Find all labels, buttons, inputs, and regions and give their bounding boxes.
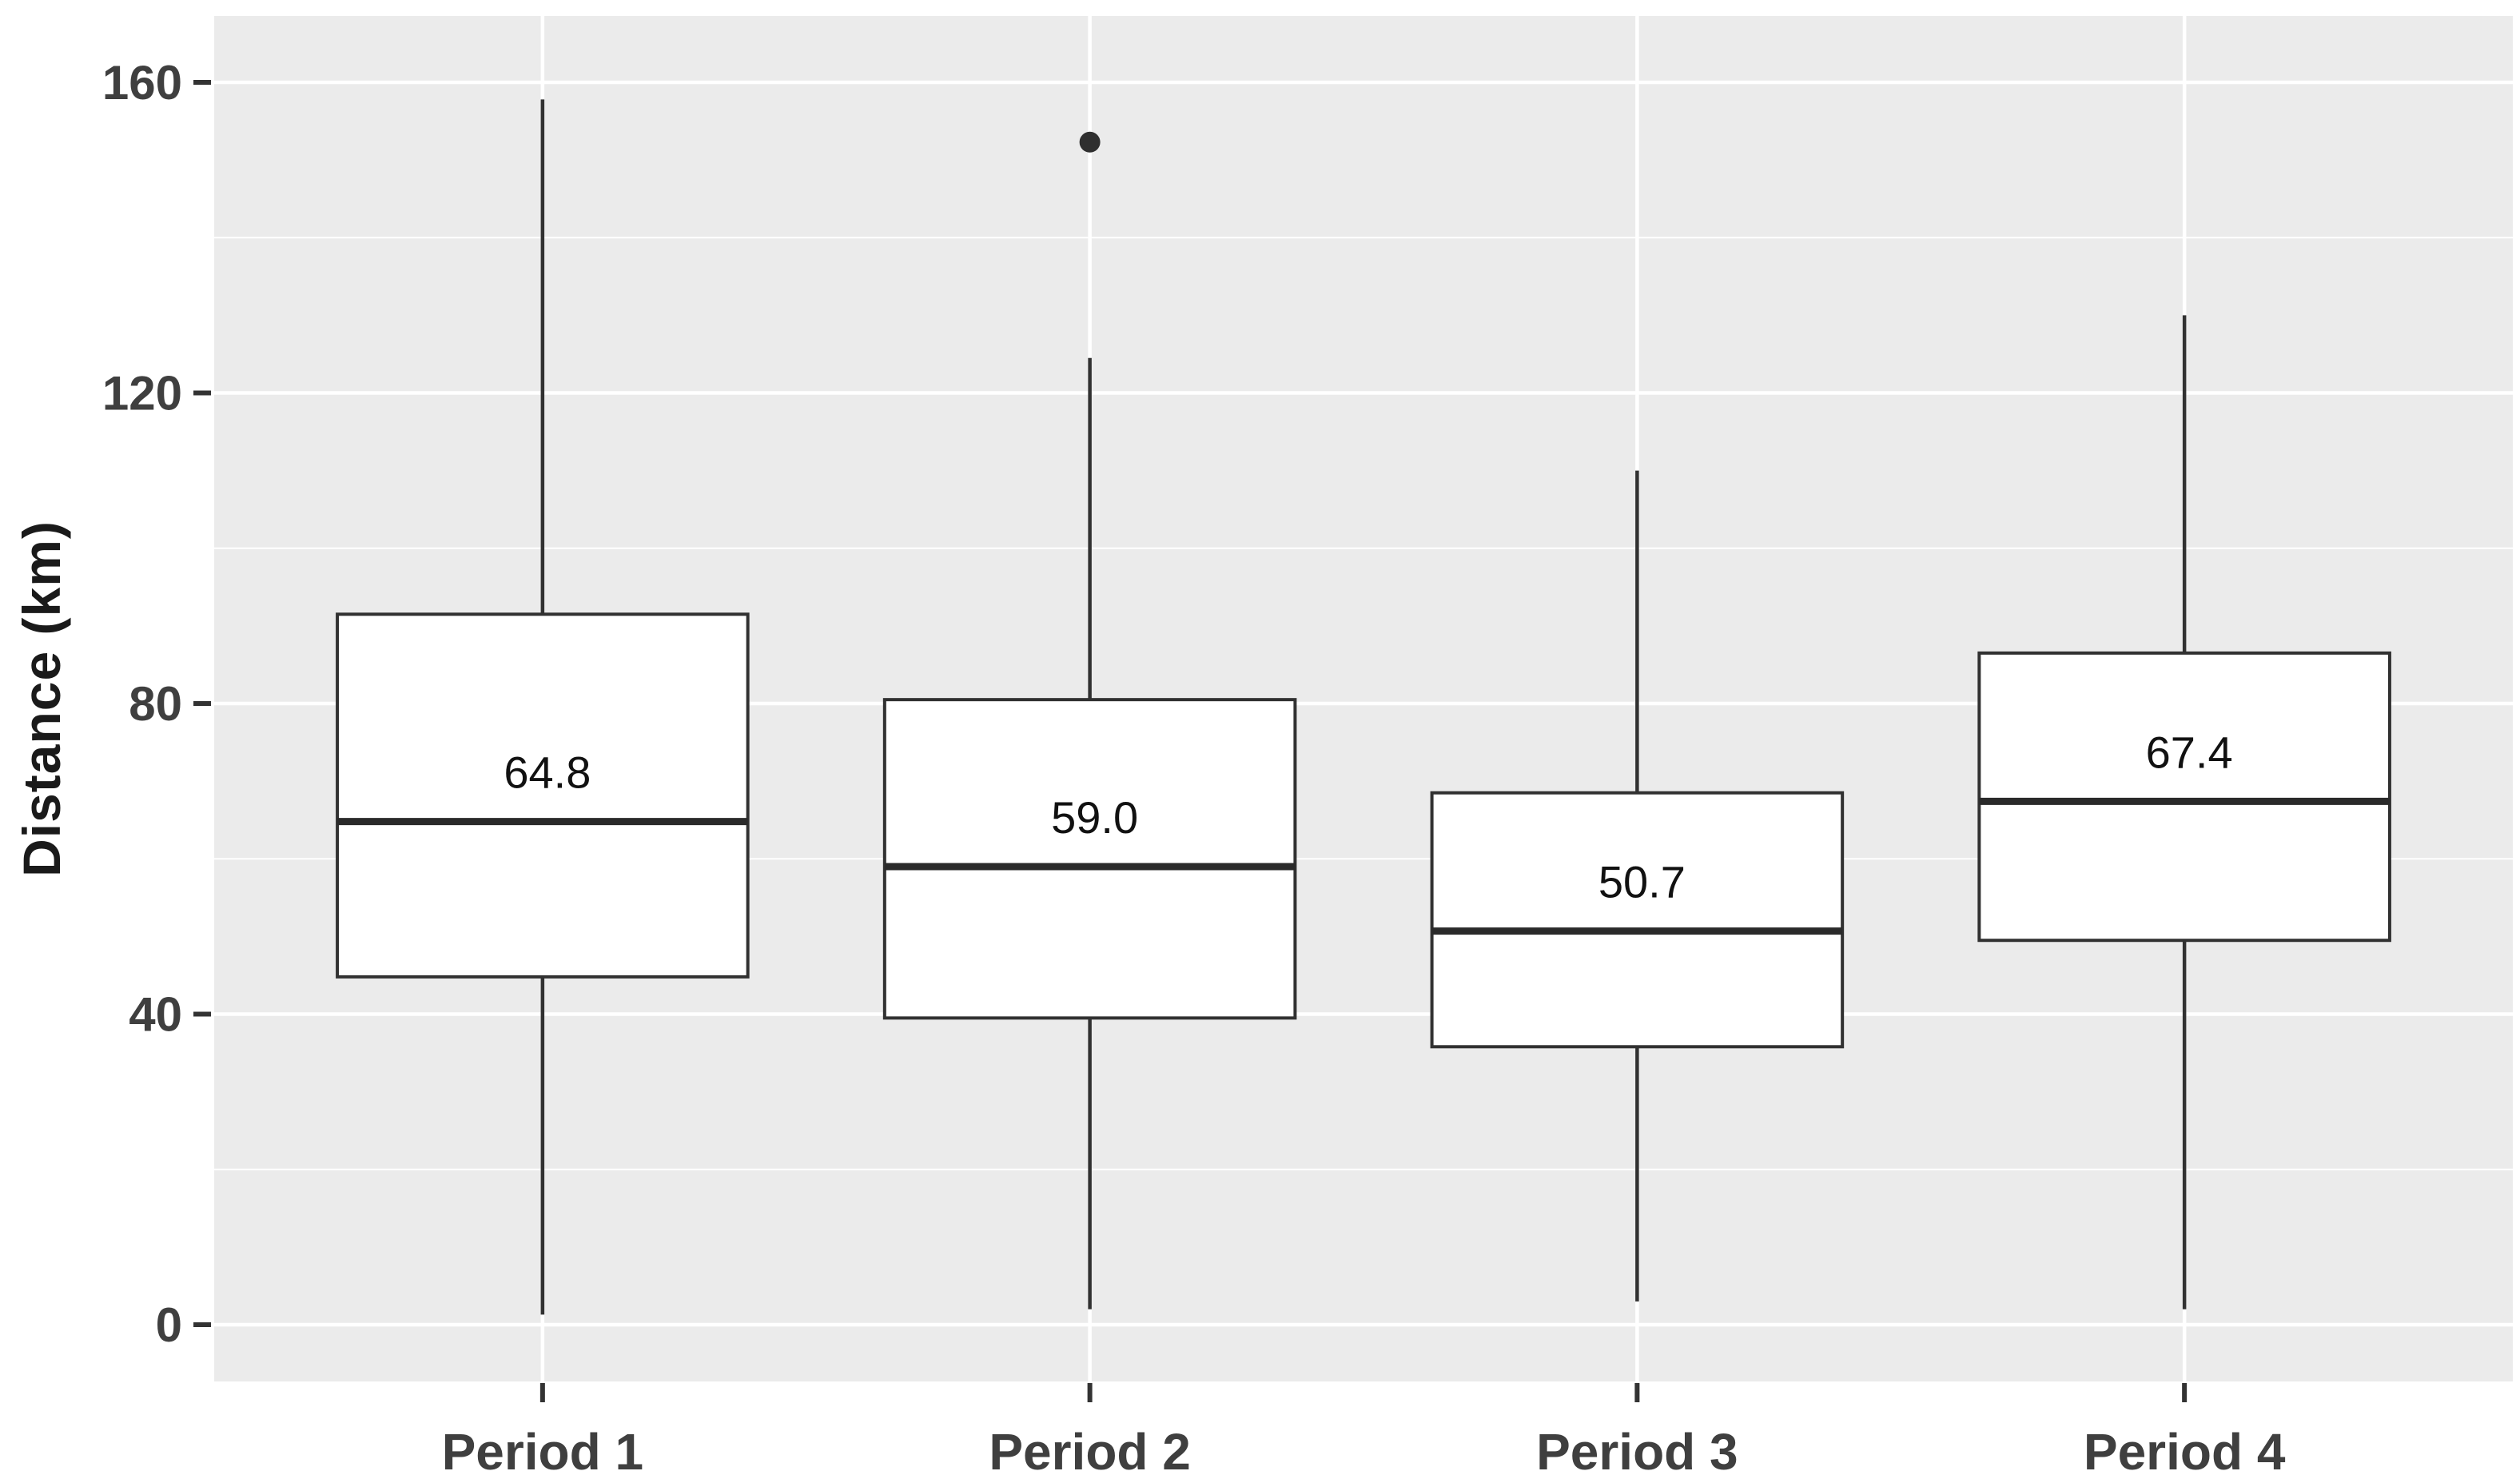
- median-value-label: 67.4: [2146, 727, 2233, 777]
- box-iqr: [1430, 791, 1845, 1049]
- box-iqr: [882, 698, 1297, 1020]
- box-iqr: [1977, 651, 2391, 943]
- box-iqr: [336, 612, 750, 979]
- median-value-label: 50.7: [1598, 857, 1686, 907]
- x-tick-label: Period 1: [442, 1423, 644, 1481]
- x-tick-label: Period 4: [2084, 1423, 2286, 1481]
- y-tick-label: 120: [102, 367, 182, 421]
- x-tick-label: Period 3: [1536, 1423, 1738, 1481]
- median-value-label: 59.0: [1051, 792, 1138, 843]
- y-tick-label: 160: [102, 56, 182, 110]
- median-value-label: 64.8: [504, 747, 591, 798]
- y-tick-label: 80: [129, 677, 182, 731]
- y-tick-label: 0: [156, 1298, 182, 1352]
- y-axis-title: Distance (km): [12, 520, 71, 877]
- outlier-point: [1079, 131, 1101, 153]
- y-tick-label: 40: [129, 988, 182, 1042]
- x-tick-label: Period 2: [989, 1423, 1191, 1481]
